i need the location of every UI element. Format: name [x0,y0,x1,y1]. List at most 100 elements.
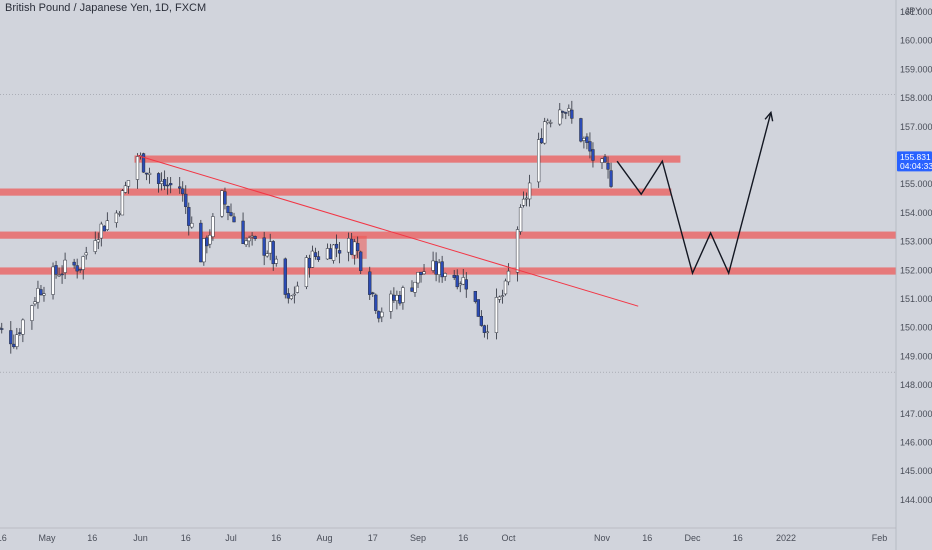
candle-up [497,296,502,300]
candle-down [75,265,79,272]
candle-up [30,305,34,321]
candle-up [268,241,272,254]
candle-up [84,252,88,256]
candle-up [289,295,293,299]
candle-down [464,279,468,290]
candle-up [458,283,462,286]
candle-up [413,281,417,293]
candle-up [325,248,330,260]
time-tick-label: 2022 [776,533,796,543]
candle-up [15,334,19,347]
price-tick-label: 148.000 [900,380,932,390]
candle-up [346,238,351,253]
candle-up [190,222,194,228]
candle-up [543,121,547,144]
candle-down [166,184,170,187]
time-tick-label: Oct [501,533,516,543]
candle-down [579,118,583,142]
candle-up [42,293,46,296]
candle-down [187,207,191,226]
candle-down [359,251,363,271]
candle-up [506,270,511,283]
time-tick-label: Jun [133,533,148,543]
time-tick-label: 16 [87,533,97,543]
time-tick-label: 16 [0,533,7,543]
candle-up [57,274,61,277]
candle-down [328,248,333,260]
price-tick-label: 152.000 [900,265,932,275]
candle-up [494,297,499,333]
candle-down [603,156,607,163]
support-resistance-zone-2 [0,231,896,239]
candle-down [184,193,188,207]
candle-down [349,238,354,255]
candle-up [600,158,604,163]
candle-up [274,258,278,264]
candle-up [537,139,541,183]
candle-up [567,108,571,112]
candle-down [440,261,444,278]
time-tick-label: May [38,533,56,543]
candle-up [515,229,520,273]
candle-down [585,136,589,143]
trendline [137,155,639,307]
price-tick-label: 160.000 [900,36,932,46]
candle-up [437,262,441,275]
candle-down [476,299,480,317]
candle-up [443,273,447,277]
time-tick-label: Sep [410,533,426,543]
candle-down [54,265,58,275]
candle-up [250,235,254,238]
candle-up [114,212,119,223]
candle-up [310,250,315,268]
candle-up [582,138,586,141]
candle-up [503,280,508,295]
candle-up [431,260,435,271]
candle-up [549,122,553,124]
candle-up [120,190,125,216]
price-tick-label: 158.000 [900,93,932,103]
candle-up [521,198,526,206]
candle-down [78,268,82,271]
candle-up [389,293,393,312]
candle-up [331,244,336,261]
candle-up [558,109,562,125]
candle-up [422,271,426,275]
candle-up [211,216,215,237]
candle-up [380,311,384,318]
projection-arrowhead [764,110,774,122]
candle-down [72,261,76,266]
candle-down [307,257,312,269]
price-axis-currency: JPY [905,6,922,16]
candle-up [96,239,100,243]
candle-down [199,222,203,263]
time-axis: 16 May 16 Jun 16 Jul 16 Aug 17 Sep 16 Oct Nov 16 Dec 16… [0,527,896,543]
time-tick-label: 16 [271,533,281,543]
candle-down [39,289,43,296]
support-resistance-zone-0 [134,155,681,163]
price-tick-label: 147.000 [900,409,932,419]
candle-down [334,243,339,249]
candle-up [292,293,296,296]
candle-down [12,343,16,348]
chart-title: British Pound / Japanese Yen, 1D, FXCM [5,2,207,14]
support-resistance-zone-3 [0,267,896,275]
candle-down [253,236,257,239]
price-tick-label: 155.000 [900,179,932,189]
candle-down [283,258,287,295]
candle-up [21,319,25,335]
candle-down [609,170,613,187]
candle-down [169,183,173,186]
candle-down [374,294,378,311]
candle-up [461,277,465,285]
time-tick-label: 16 [181,533,191,543]
candle-up [126,180,131,187]
candle-down [181,188,185,195]
candle-down [564,112,568,114]
time-tick-label: Dec [684,533,701,543]
time-tick-label: 16 [458,533,468,543]
candle-up [99,223,103,239]
candle-down [337,250,342,254]
